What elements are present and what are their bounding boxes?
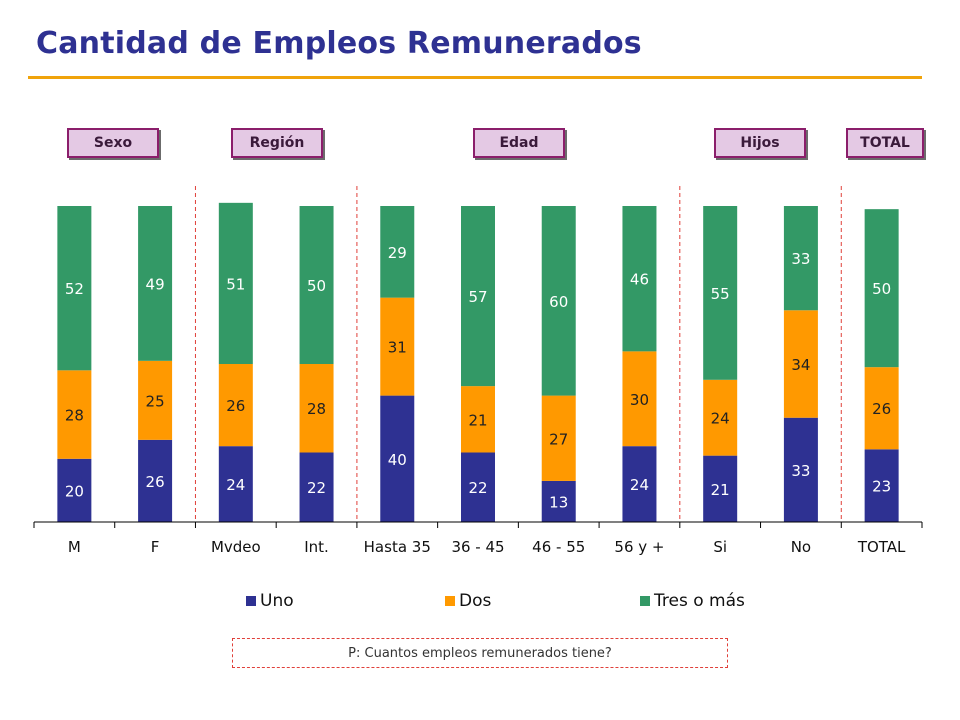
- bar-segment: [218, 446, 253, 522]
- bar-segment: [622, 446, 657, 522]
- data-label: 24: [226, 476, 245, 494]
- data-label: 33: [791, 462, 810, 480]
- data-label: 13: [549, 493, 568, 511]
- bar-segment: [703, 206, 738, 380]
- x-tick-label: 36 - 45: [451, 538, 504, 556]
- bar-segment: [864, 449, 899, 522]
- data-label: 24: [630, 476, 649, 494]
- x-tick-label: F: [151, 538, 160, 556]
- x-tick-label: 46 - 55: [532, 538, 585, 556]
- x-tick-label: No: [791, 538, 811, 556]
- bar-segment: [57, 206, 92, 371]
- bar-segment: [57, 370, 92, 459]
- data-label: 28: [65, 407, 84, 425]
- bar-segment: [783, 417, 818, 522]
- data-label: 26: [872, 400, 891, 418]
- bar-segment: [138, 206, 173, 361]
- question-note: P: Cuantos empleos remunerados tiene?: [232, 638, 728, 668]
- data-label: 25: [146, 392, 165, 410]
- data-label: 57: [468, 288, 487, 306]
- bar-segment: [57, 458, 92, 522]
- x-tick-label: Hasta 35: [364, 538, 431, 556]
- legend-label: Tres o más: [653, 591, 745, 611]
- data-label: 26: [146, 473, 165, 491]
- bar-segment: [622, 351, 657, 447]
- title-rule: [28, 76, 922, 79]
- bar-segment: [380, 206, 415, 298]
- legend-label: Dos: [459, 591, 491, 611]
- bar-segment: [461, 452, 495, 522]
- bar-segment: [703, 379, 738, 456]
- bar-segment: [622, 206, 657, 352]
- bar-segment: [380, 395, 415, 522]
- data-label: 55: [711, 285, 730, 303]
- legend-swatch: [640, 596, 650, 606]
- data-label: 29: [388, 244, 407, 262]
- data-label: 30: [630, 391, 649, 409]
- group-dividers: [194, 186, 842, 522]
- bar-segment: [541, 480, 576, 522]
- data-label: 20: [65, 482, 84, 500]
- data-label: 52: [65, 280, 84, 298]
- data-label: 46: [630, 271, 649, 289]
- x-tick-label: TOTAL: [857, 538, 906, 556]
- data-label: 28: [307, 400, 326, 418]
- bar-segment: [380, 297, 415, 396]
- bar-segment: [138, 360, 173, 440]
- data-label: 40: [388, 451, 407, 469]
- data-label: 22: [307, 479, 326, 497]
- bar-segment: [864, 209, 899, 368]
- data-label: 49: [146, 275, 165, 293]
- x-tick-label: 56 y +: [614, 538, 664, 556]
- bar-segment: [541, 395, 576, 481]
- legend-label: Uno: [260, 591, 294, 611]
- data-label: 31: [388, 339, 407, 357]
- legend-swatch: [246, 596, 256, 606]
- bar-segment: [864, 367, 899, 450]
- legend-swatch: [445, 596, 455, 606]
- data-label: 26: [226, 397, 245, 415]
- data-label: 22: [468, 479, 487, 497]
- bar-segment: [703, 455, 738, 522]
- x-axis: M F Mvdeo Int. Hasta 35 36 - 45 46 - 55 56 y + S…: [33, 521, 923, 556]
- group-label-hijos: Hijos: [714, 128, 806, 158]
- group-label-edad: Edad: [473, 128, 565, 158]
- data-label: 50: [307, 277, 326, 295]
- group-label-total: TOTAL: [846, 128, 924, 158]
- x-tick-label: Si: [713, 538, 727, 556]
- group-label-region: Región: [231, 128, 323, 158]
- data-label: 23: [872, 478, 891, 496]
- data-label: 34: [791, 356, 810, 374]
- data-label: 51: [226, 275, 245, 293]
- bar-segment: [218, 364, 253, 447]
- data-label: 21: [711, 481, 730, 499]
- legend: Uno Dos Tres o más: [246, 591, 745, 611]
- data-label: 33: [791, 250, 810, 268]
- bar-segment: [299, 364, 334, 453]
- bar-segment: [461, 386, 495, 453]
- bar-segment: [783, 206, 818, 311]
- page-title: Cantidad de Empleos Remunerados: [36, 26, 642, 61]
- bar-segment: [218, 202, 253, 364]
- bar-segment: [541, 206, 576, 396]
- x-tick-label: Int.: [304, 538, 329, 556]
- data-label: 60: [549, 293, 568, 311]
- bar-segment: [461, 206, 495, 387]
- data-label: 27: [549, 430, 568, 448]
- bars: 20 28 52 26 25 49 24 26 51 22 28 50 40 31 29 22 21 57 13 27…: [57, 202, 899, 522]
- bar-segment: [299, 452, 334, 522]
- x-tick-label: Mvdeo: [211, 538, 261, 556]
- bar-segment: [299, 206, 334, 364]
- group-label-sexo: Sexo: [67, 128, 159, 158]
- data-label: 24: [711, 410, 730, 428]
- bar-segment: [783, 310, 818, 418]
- bar-segment: [138, 439, 173, 522]
- x-tick-label: M: [68, 538, 81, 556]
- data-label: 50: [872, 280, 891, 298]
- data-label: 21: [468, 411, 487, 429]
